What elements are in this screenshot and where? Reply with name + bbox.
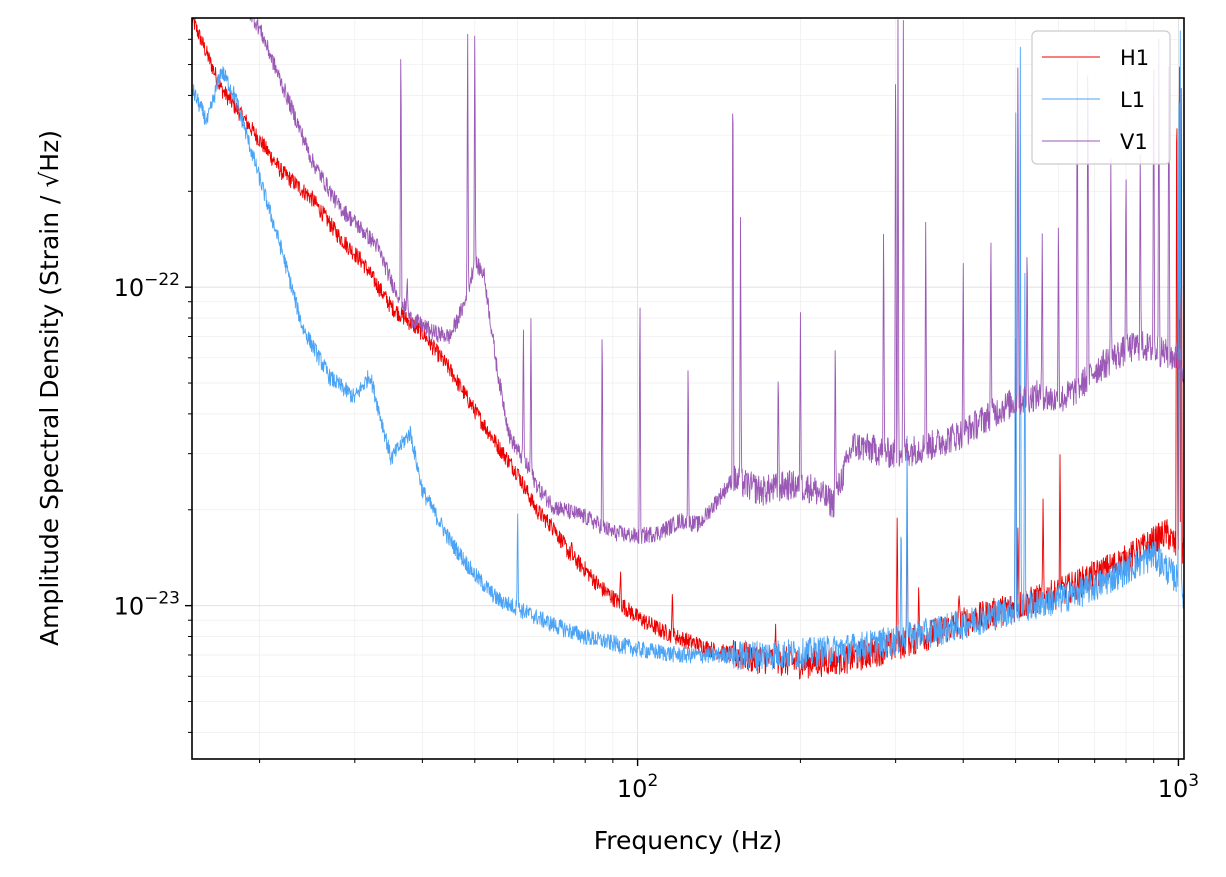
legend-box <box>1031 30 1171 165</box>
plot-area-frame <box>191 17 1185 760</box>
series-line-V1 <box>249 18 1184 544</box>
x-tick-label: 102 <box>617 771 658 803</box>
legend-label-V1: V1 <box>1120 130 1148 154</box>
legend: H1 L1 V1 <box>1031 30 1171 165</box>
x-tick-label: 103 <box>1158 771 1199 803</box>
axis-ticks: 102 103 10−23 10−22 <box>114 38 1199 803</box>
y-axis-label: Amplitude Spectral Density (Strain / √Hz… <box>35 130 64 646</box>
legend-label-H1: H1 <box>1120 46 1149 70</box>
series-lines <box>192 18 1184 680</box>
legend-label-L1: L1 <box>1120 88 1145 112</box>
y-tick-label: 10−23 <box>114 589 180 621</box>
series-line-H1 <box>192 18 1184 680</box>
x-axis-label: Frequency (Hz) <box>594 826 783 855</box>
series-line-L1 <box>192 30 1184 671</box>
y-tick-label: 10−22 <box>114 270 180 302</box>
